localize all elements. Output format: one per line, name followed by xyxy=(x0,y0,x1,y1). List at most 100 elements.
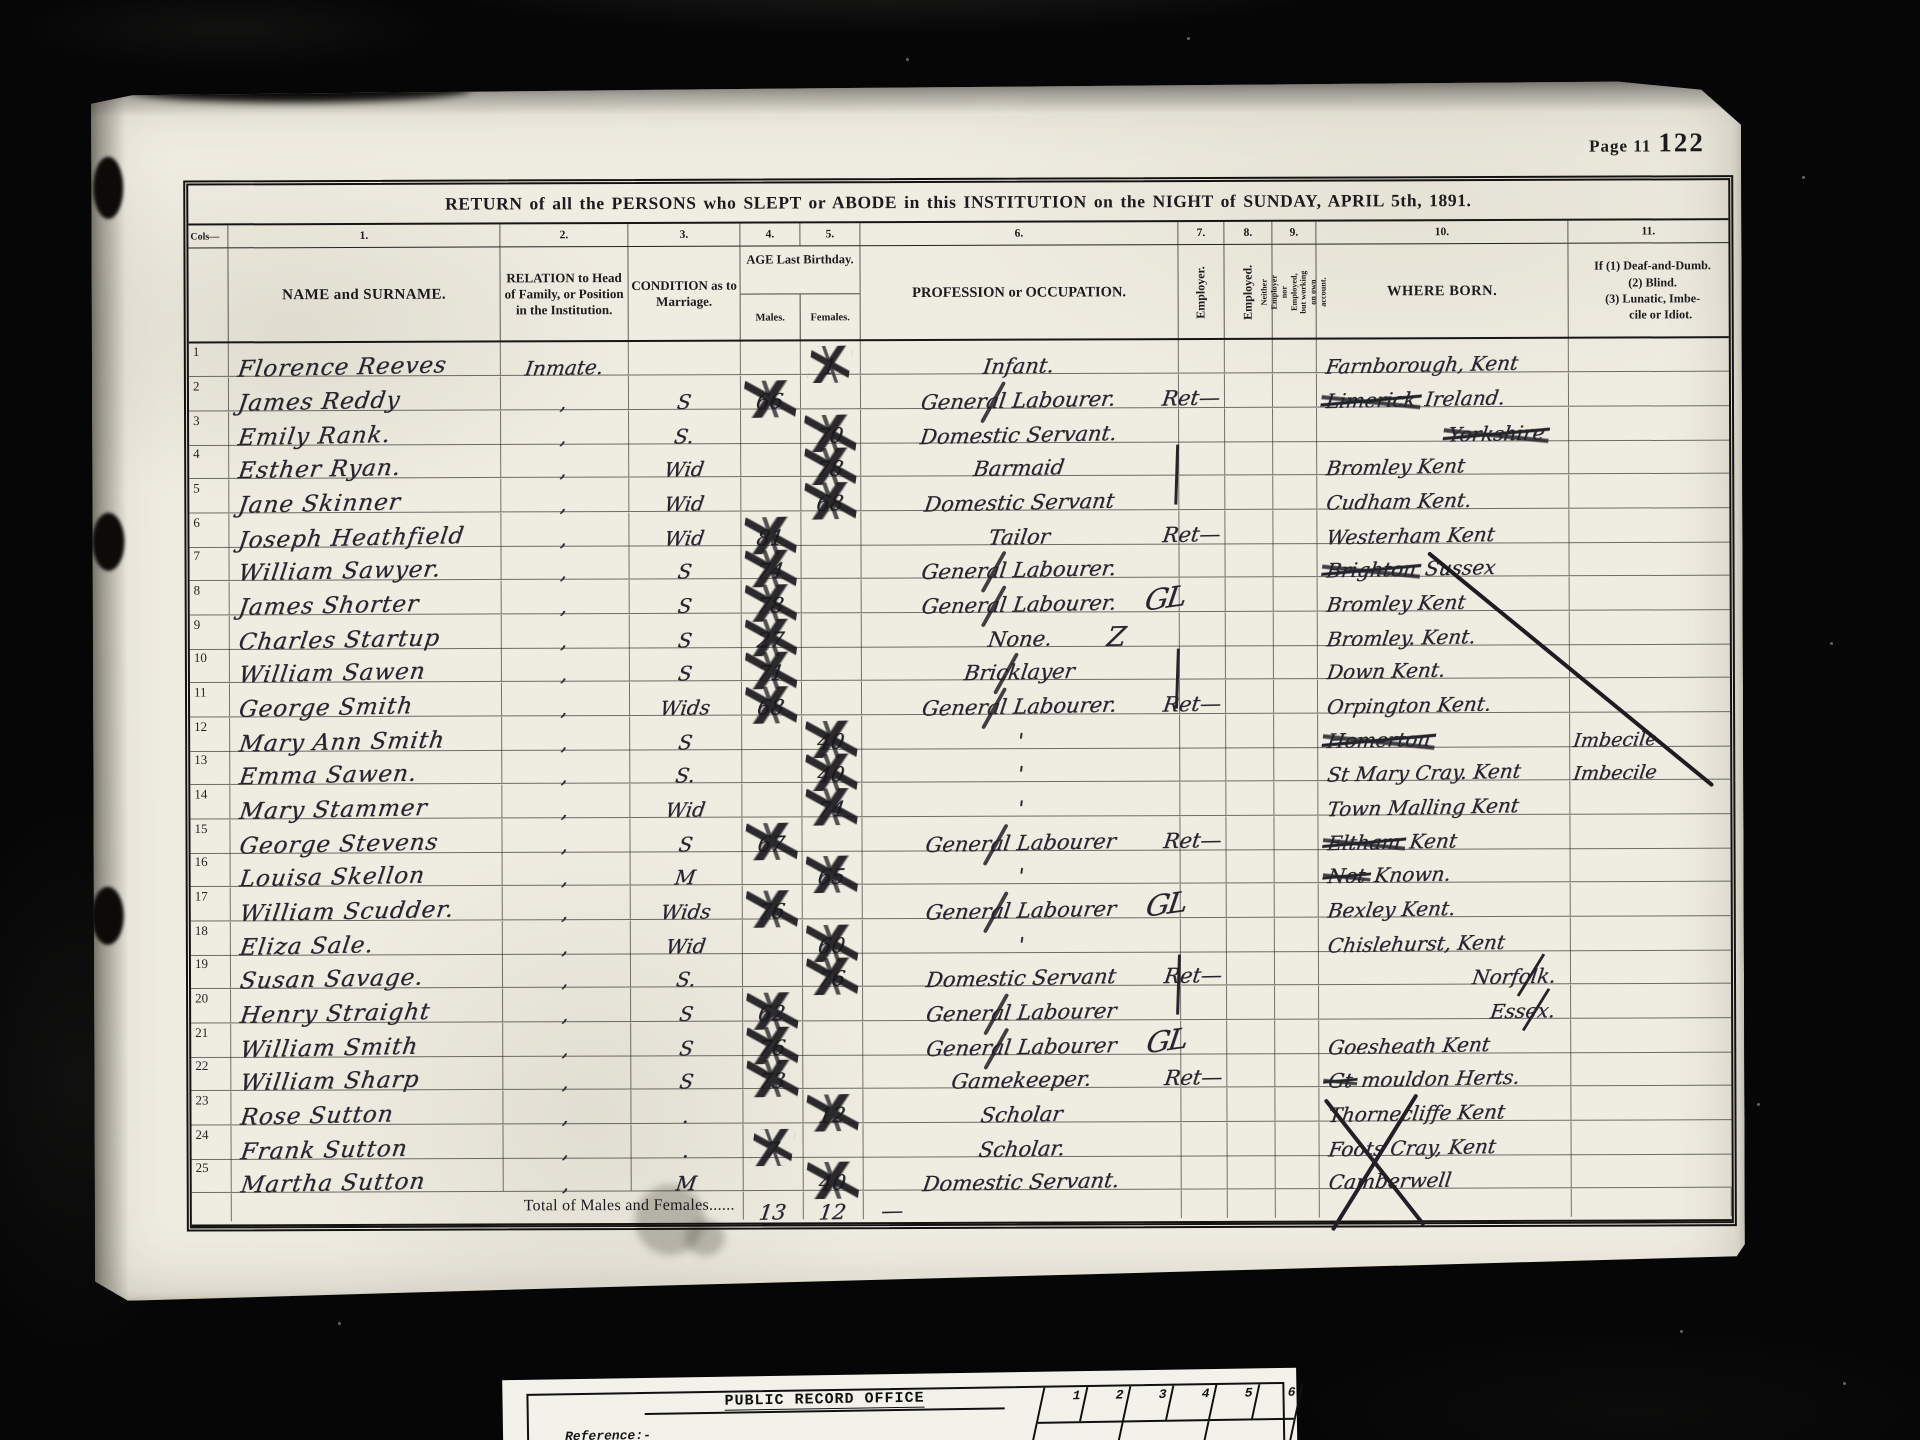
relation-cell: , xyxy=(501,513,629,546)
own-account-cell xyxy=(1276,1122,1320,1155)
where-born-cell: Bromley Kent xyxy=(1317,440,1569,474)
scan-speck xyxy=(906,58,909,61)
employed-cell xyxy=(1228,1155,1276,1188)
relation-cell: , xyxy=(502,615,630,648)
where-born-cell: Camberwell xyxy=(1320,1154,1572,1188)
folio-number-stamp: 122 xyxy=(1658,127,1705,158)
female-age-cell xyxy=(802,818,862,851)
condition-cell: S xyxy=(630,580,742,613)
grid-cell: 4 xyxy=(1167,1385,1218,1420)
male-age-cell: 78 xyxy=(742,579,802,612)
occupation-cell: Bricklayer xyxy=(862,646,1180,680)
employer-cell xyxy=(1179,339,1225,372)
condition-cell: S xyxy=(629,545,741,578)
infirmity-line: cile or Idiot. xyxy=(1629,307,1693,322)
col-number: 8. xyxy=(1224,222,1272,244)
row-number: 16 xyxy=(191,853,231,886)
occupation-cell: General Labourer. xyxy=(861,544,1179,578)
infirmity-cell xyxy=(1571,882,1731,916)
infirmity-cell xyxy=(1569,372,1729,406)
row-number: 14 xyxy=(190,785,230,818)
table-body: 1 Florence Reeves Inmate. 1 Infant. Farn… xyxy=(189,338,1732,1193)
name-cell: Louisa Skellon xyxy=(231,852,503,886)
name-cell: William Sharp xyxy=(231,1056,503,1090)
where-born-cell: Chislehurst, Kent xyxy=(1319,917,1571,951)
col-number: 11. xyxy=(1641,225,1656,238)
punch-hole xyxy=(93,157,123,219)
header-rownum xyxy=(188,248,228,342)
condition-cell: S xyxy=(629,376,741,409)
relation-cell: , xyxy=(502,750,630,783)
table-row: 22 William Sharp , S 73 Gamekeeper. Ret—… xyxy=(191,1052,1731,1091)
condition-cell: S. xyxy=(629,410,741,443)
female-age-cell xyxy=(804,1124,864,1157)
where-born-cell: Farnborough, Kent xyxy=(1317,338,1569,372)
employer-cell xyxy=(1181,986,1227,1019)
col-number: 2. xyxy=(500,224,628,246)
table-row: 19 Susan Savage. , S. 76 Domestic Servan… xyxy=(191,950,1731,989)
row-number: 10 xyxy=(190,649,230,682)
col-number: 7. xyxy=(1178,222,1224,244)
own-account-cell xyxy=(1273,339,1317,372)
condition-cell: M xyxy=(632,1157,744,1190)
condition-cell: S xyxy=(631,1055,743,1088)
employed-cell xyxy=(1227,849,1275,882)
table-row: 14 Mary Stammer , Wid 74 ' Town Malling … xyxy=(190,780,1730,819)
occupation-cell: Barmaid xyxy=(861,442,1179,476)
employer-cell xyxy=(1180,782,1226,815)
own-account-cell xyxy=(1275,1088,1319,1121)
table-row: 10 William Sawen , S 71 Bricklayer Down … xyxy=(190,644,1730,683)
condition-cell: . xyxy=(631,1090,743,1123)
employer-cell: GL xyxy=(1181,1020,1227,1053)
col-number: 3. xyxy=(628,224,740,246)
employer-cell xyxy=(1179,543,1225,576)
name-cell: Emily Rank. xyxy=(229,411,501,445)
own-account-cell xyxy=(1273,543,1317,576)
record-office-card: PUBLIC RECORD OFFICE Reference:- RG12/63… xyxy=(502,1367,1304,1440)
header-neither-employer: Neither Employer nor Employed, but worki… xyxy=(1272,245,1316,339)
row-number: 13 xyxy=(190,751,230,784)
occupation-cell: ' xyxy=(862,782,1180,816)
header-employer: Employer. xyxy=(1178,245,1224,339)
male-age-cell: 76 xyxy=(743,885,803,918)
employer-cell xyxy=(1180,714,1226,747)
name-cell: Mary Stammer xyxy=(230,784,502,818)
own-account-cell xyxy=(1275,849,1319,882)
employed-cell xyxy=(1227,986,1275,1019)
female-age-cell xyxy=(801,545,861,578)
name-cell: James Reddy xyxy=(229,376,501,410)
female-age-cell: 40 xyxy=(802,749,862,782)
condition-cell: Wid xyxy=(629,478,741,511)
name-cell: George Stevens xyxy=(230,819,502,853)
own-account-cell xyxy=(1276,1155,1320,1188)
infirmity-cell xyxy=(1570,678,1730,712)
employer-cell: Ret— xyxy=(1179,510,1225,543)
male-age-cell xyxy=(742,783,802,816)
name-cell: William Smith xyxy=(231,1023,503,1057)
where-born-cell: Westerham Kent xyxy=(1317,509,1569,543)
table-title: RETURN of all the PERSONS who SLEPT or A… xyxy=(188,180,1728,225)
employer-cell xyxy=(1181,1088,1227,1121)
female-age-cell: 40 xyxy=(804,1157,864,1190)
row-number: 12 xyxy=(190,718,230,751)
header-age-title: AGE Last Birthday. xyxy=(746,252,854,267)
occupation-cell: ' xyxy=(862,748,1180,782)
condition-cell: Wid xyxy=(629,443,741,476)
male-age-cell: 62 xyxy=(743,987,803,1020)
male-age-cell xyxy=(743,851,803,884)
name-cell: Susan Savage. xyxy=(231,954,503,988)
census-table: RETURN of all the PERSONS who SLEPT or A… xyxy=(183,175,1737,1231)
row-number: 17 xyxy=(191,887,231,920)
col-number: 9. xyxy=(1272,222,1316,244)
row-number: 21 xyxy=(191,1024,231,1057)
infirmity-cell xyxy=(1571,1052,1731,1086)
grid-cell: 1 xyxy=(1038,1387,1089,1422)
relation-cell: , xyxy=(502,784,630,817)
table-row: 5 Jane Skinner , Wid 68 Domestic Servant… xyxy=(189,474,1729,513)
grid-cell: 6 xyxy=(1253,1383,1304,1419)
table-row: 4 Esther Ryan. , Wid 78 Barmaid Bromley … xyxy=(189,440,1729,479)
scan-speck xyxy=(1830,642,1833,645)
occupation-cell: General Labourer. xyxy=(861,374,1179,408)
census-sheet: Page 11 122 RETURN of all the PERSONS who… xyxy=(91,81,1745,1301)
